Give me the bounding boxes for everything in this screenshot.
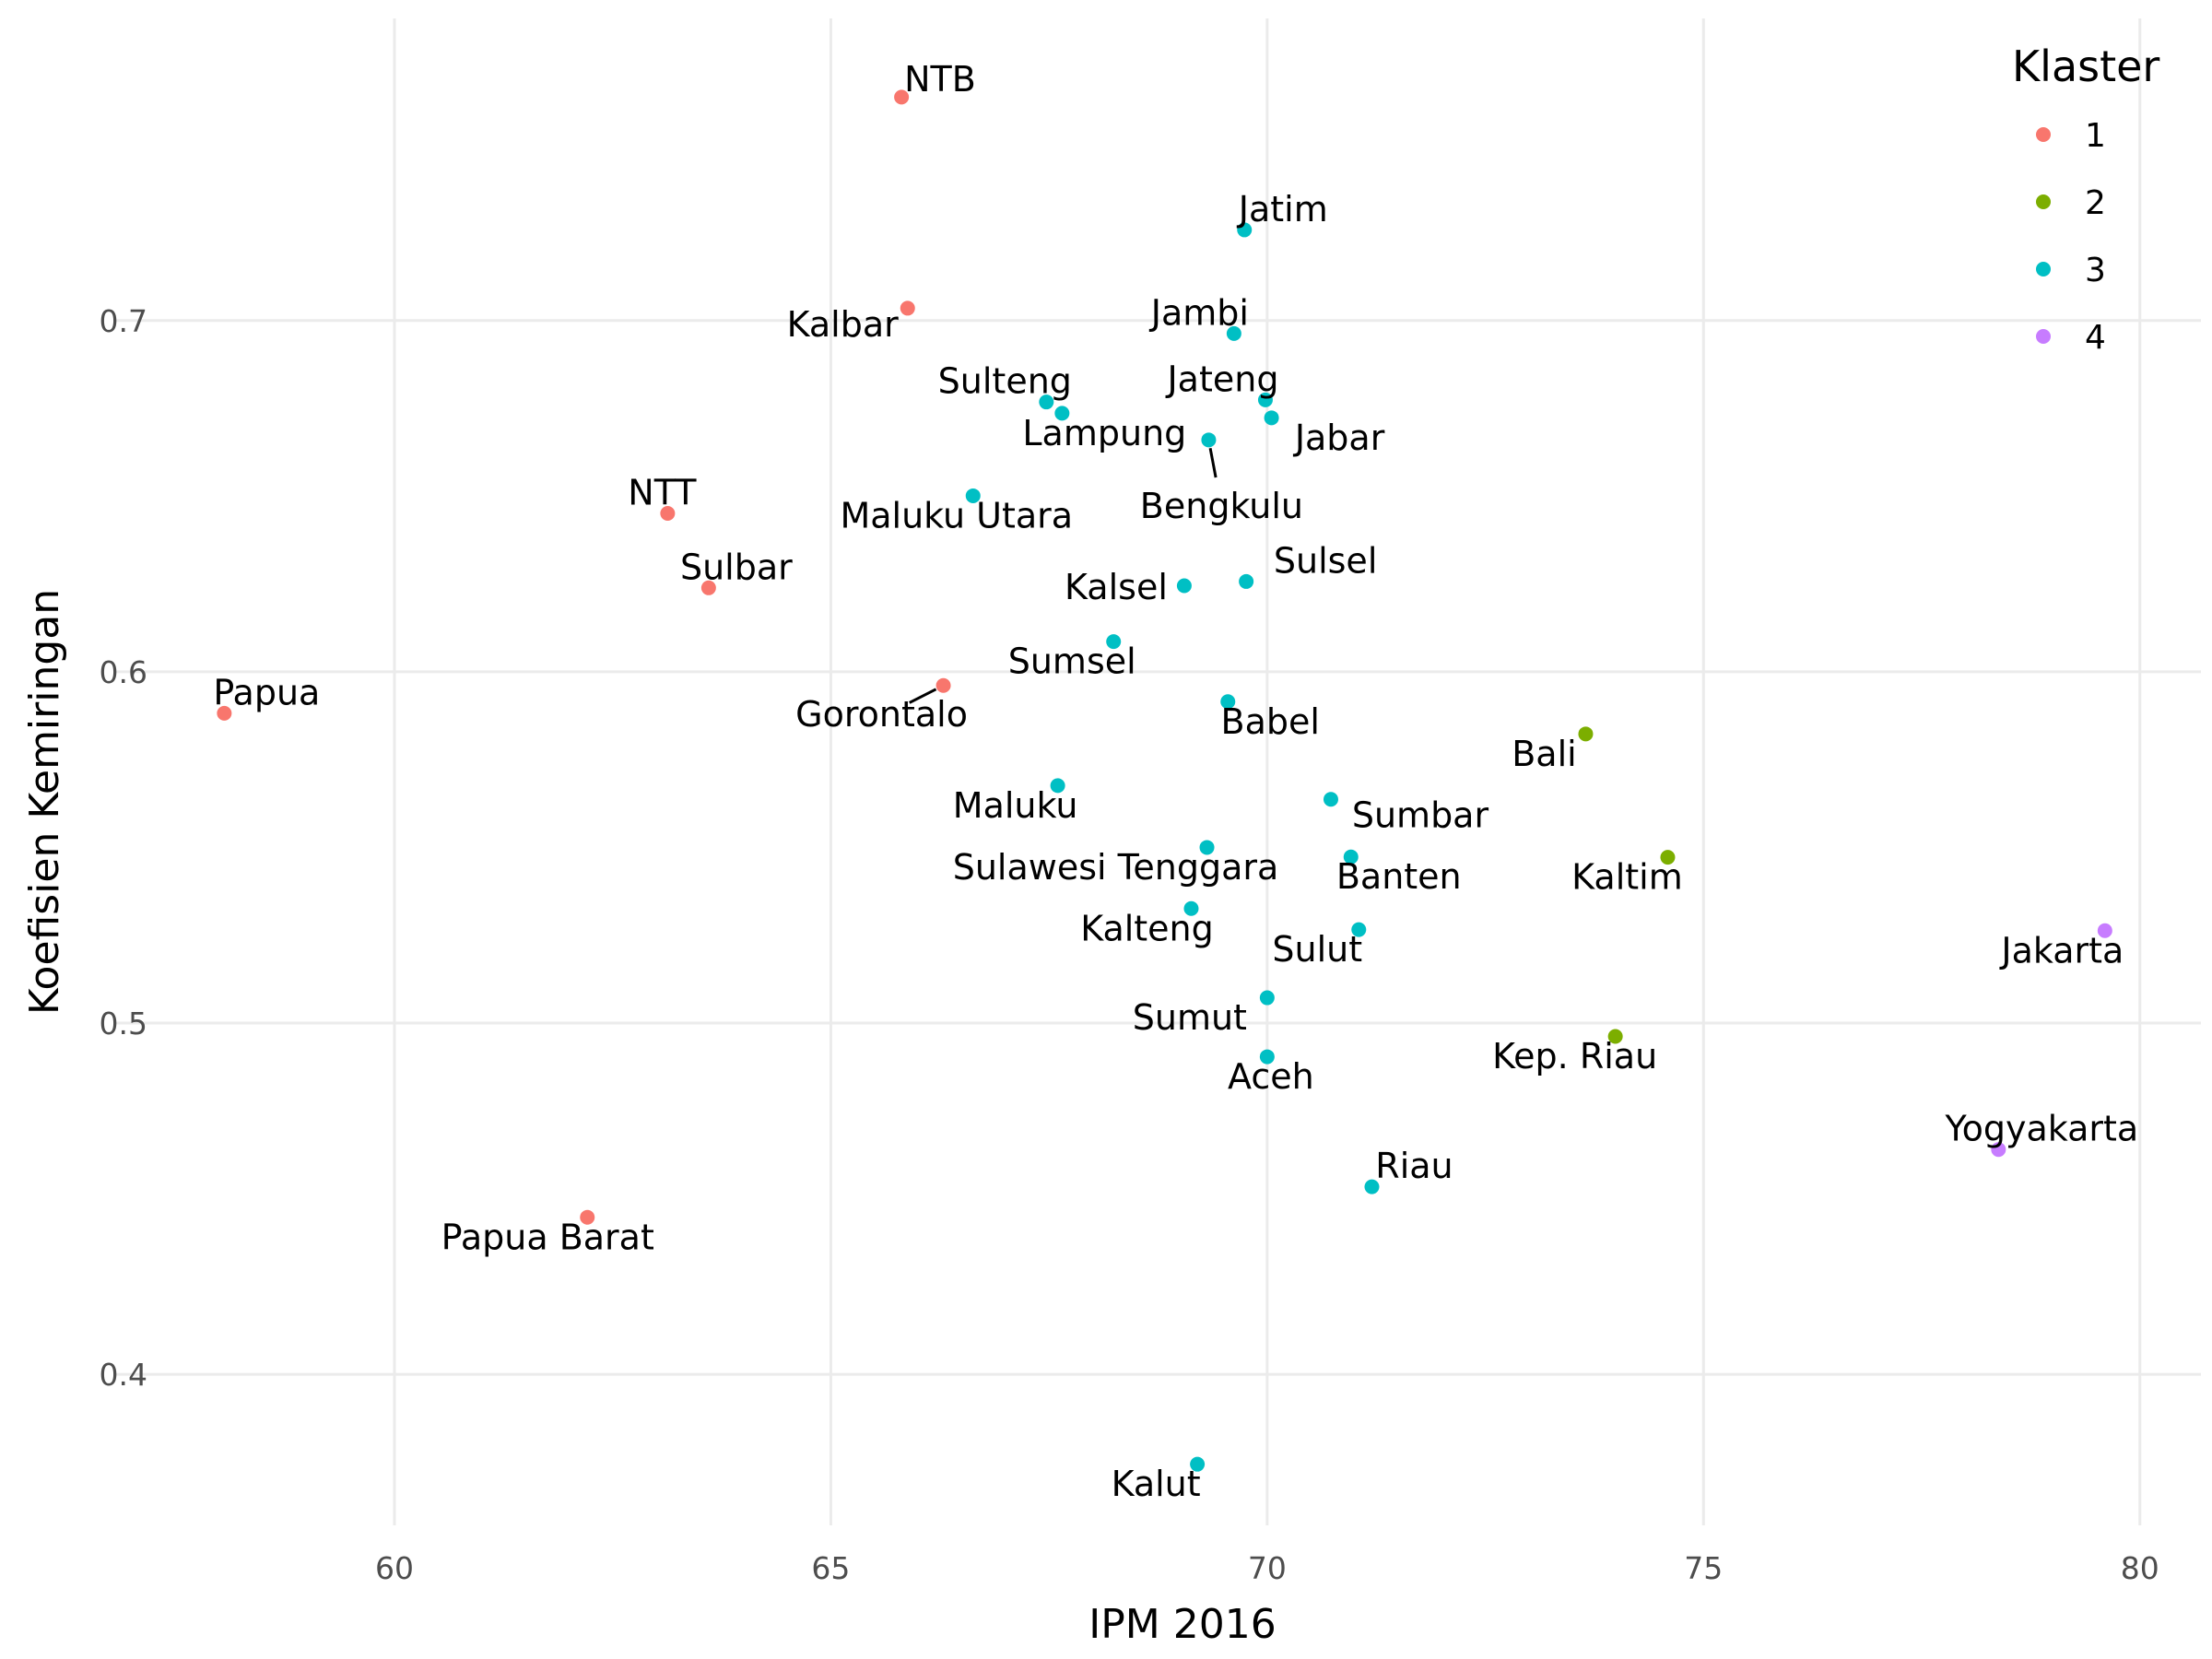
- y-tick-label: 0.5: [100, 1006, 147, 1041]
- legend-label: 3: [2085, 252, 2106, 289]
- point-label: Bali: [1512, 734, 1576, 774]
- point-label: Sulawesi Tenggara: [953, 847, 1279, 888]
- x-tick-label: 80: [2121, 1550, 2159, 1586]
- data-point: [1323, 792, 1338, 807]
- data-point: [1106, 634, 1122, 650]
- data-point: [1351, 922, 1367, 937]
- point-label: Kep. Riau: [1492, 1036, 1657, 1077]
- point-label: Kalut: [1112, 1464, 1201, 1504]
- data-point: [700, 580, 716, 595]
- legend-label: 4: [2085, 319, 2106, 357]
- data-point: [1343, 849, 1359, 865]
- data-point: [1039, 394, 1054, 410]
- point-label: Sulteng: [938, 361, 1072, 402]
- point-label: Kalbar: [787, 304, 900, 345]
- label-leader-lines: [909, 447, 1218, 704]
- point-label: Sumut: [1133, 997, 1247, 1038]
- y-tick-label: 0.6: [100, 654, 147, 690]
- label-leader-line: [1208, 447, 1218, 478]
- data-point: [660, 505, 676, 521]
- data-point: [1201, 432, 1217, 448]
- point-label: Maluku Utara: [840, 495, 1073, 535]
- point-label: Jambi: [1149, 292, 1249, 333]
- point-labels: NTB Kalbar NTT Sulbar Papua Gorontalo Papua Ba…: [213, 59, 2138, 1504]
- data-point: [2097, 923, 2112, 938]
- data-point: [1220, 694, 1236, 710]
- point-label: Sumsel: [1008, 641, 1136, 682]
- y-axis-title: Koefisien Kemiringan: [21, 589, 68, 1015]
- point-label: Gorontalo: [795, 694, 968, 735]
- x-tick-label: 60: [375, 1550, 414, 1586]
- data-point: [965, 488, 981, 503]
- data-point: [935, 677, 951, 693]
- point-label: Babel: [1221, 701, 1320, 742]
- point-label: Yogyakarta: [1944, 1109, 2138, 1149]
- point-label: NTB: [904, 59, 976, 100]
- data-point: [217, 705, 232, 721]
- legend-key: [2036, 262, 2051, 276]
- legend-key: [2036, 127, 2051, 142]
- x-tick-label: 75: [1684, 1550, 1723, 1586]
- data-point: [1257, 392, 1273, 407]
- point-label: Kaltim: [1571, 857, 1683, 898]
- x-tick-label: 70: [1248, 1550, 1287, 1586]
- data-point: [1237, 222, 1253, 238]
- y-axis-ticks: 0.4 0.5 0.6 0.7: [100, 303, 147, 1393]
- point-label: Aceh: [1228, 1056, 1314, 1097]
- point-label: Jatim: [1237, 189, 1328, 229]
- point-label: Sulsel: [1274, 540, 1378, 581]
- point-label: Jakarta: [1999, 930, 2124, 971]
- legend-entries: 1 2 3 4: [2036, 117, 2106, 357]
- data-point: [1264, 410, 1279, 426]
- data-point: [1259, 1049, 1275, 1065]
- legend-title: Klaster: [2012, 41, 2159, 91]
- point-label: Maluku: [953, 785, 1078, 826]
- y-tick-label: 0.7: [100, 303, 147, 339]
- data-point: [1991, 1142, 2006, 1158]
- data-point: [1226, 325, 1241, 341]
- point-label: Jabar: [1293, 418, 1385, 458]
- point-label: Bengkulu: [1140, 486, 1303, 526]
- point-label: Kalteng: [1080, 908, 1214, 948]
- point-label: Lampung: [1022, 413, 1186, 453]
- x-axis-title: IPM 2016: [1088, 1601, 1276, 1648]
- legend: Klaster 1 2 3 4: [2012, 41, 2159, 357]
- legend-label: 2: [2085, 184, 2106, 222]
- grid-lines: [115, 18, 2201, 1525]
- data-point: [1660, 850, 1676, 865]
- label-leader-line: [909, 688, 937, 704]
- data-point: [1364, 1179, 1380, 1194]
- point-label: Kalsel: [1065, 567, 1168, 607]
- x-tick-label: 65: [811, 1550, 850, 1586]
- point-label: Papua Barat: [441, 1217, 654, 1257]
- data-point: [1176, 578, 1192, 594]
- data-point: [1050, 778, 1065, 794]
- data-point: [1183, 900, 1199, 916]
- legend-key: [2036, 329, 2051, 344]
- data-point: [1259, 990, 1275, 1006]
- x-axis-ticks: 60 65 70 75 80: [375, 1550, 2159, 1586]
- point-label: NTT: [628, 472, 697, 512]
- data-points: [217, 89, 2112, 1472]
- data-point: [1578, 726, 1594, 742]
- legend-label: 1: [2085, 117, 2106, 155]
- data-point: [580, 1209, 595, 1225]
- data-point: [900, 300, 915, 316]
- data-point: [1190, 1456, 1206, 1472]
- point-label: Sumbar: [1352, 795, 1489, 836]
- legend-key: [2036, 194, 2051, 209]
- data-point: [1239, 573, 1254, 589]
- point-label: Banten: [1336, 856, 1462, 897]
- data-point: [1607, 1029, 1623, 1044]
- data-point: [894, 89, 910, 105]
- point-label: Papua: [213, 672, 320, 712]
- y-tick-label: 0.4: [100, 1357, 147, 1393]
- point-label: Sulbar: [680, 547, 793, 587]
- point-label: Riau: [1375, 1146, 1453, 1186]
- point-label: Sulut: [1272, 929, 1362, 970]
- point-label: Jateng: [1165, 359, 1278, 399]
- data-point: [1054, 406, 1070, 421]
- data-point: [1199, 840, 1215, 855]
